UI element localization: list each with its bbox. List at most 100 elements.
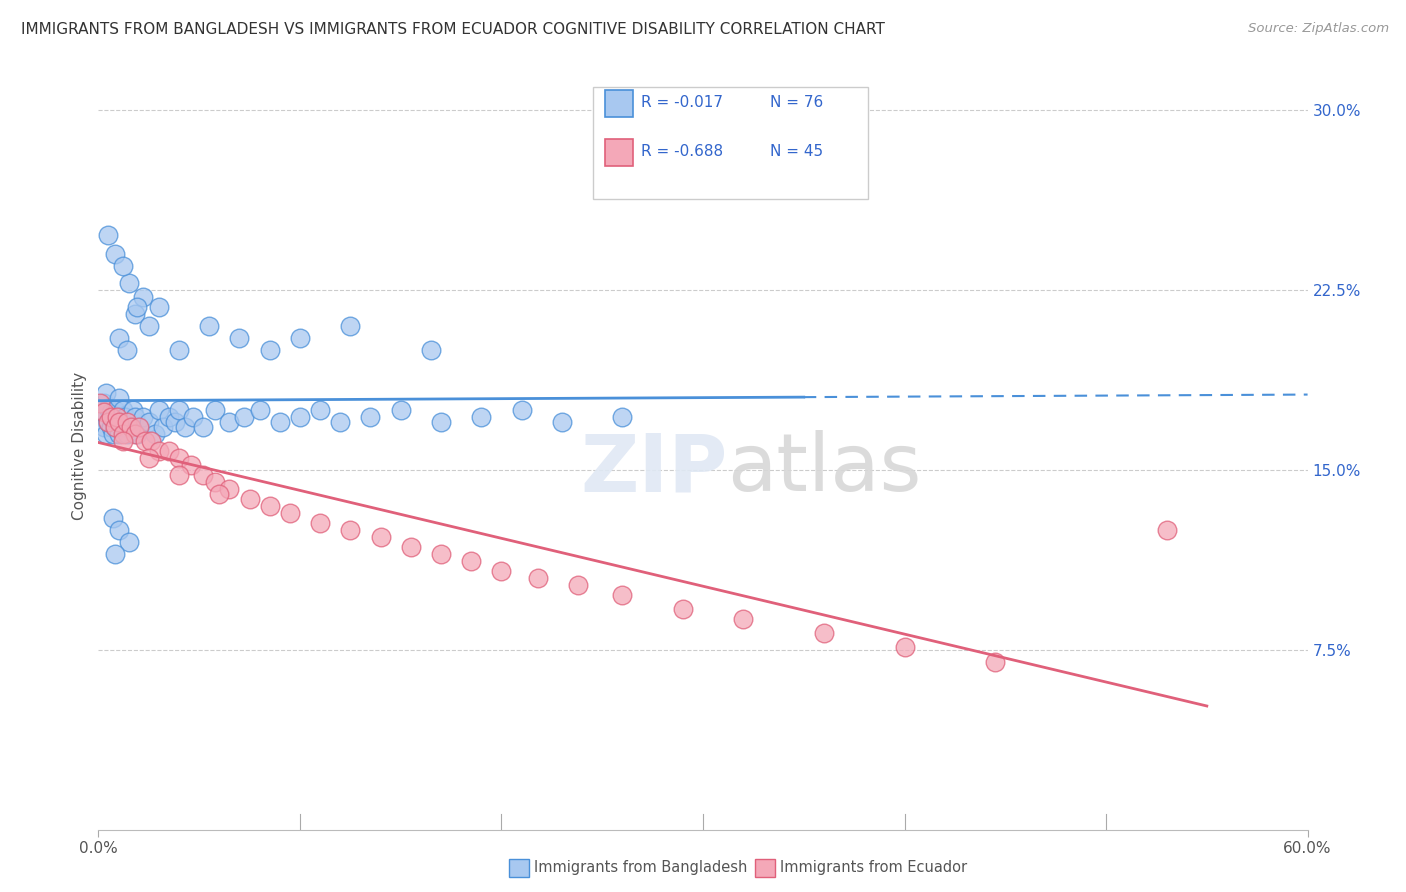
Point xyxy=(526,571,548,585)
Point xyxy=(329,415,352,429)
Point xyxy=(107,331,129,345)
Point xyxy=(97,415,120,429)
Point xyxy=(309,403,332,417)
Point xyxy=(984,655,1007,669)
Point xyxy=(163,415,186,429)
Point xyxy=(118,535,141,549)
Point xyxy=(232,410,254,425)
Point xyxy=(97,401,120,415)
Point xyxy=(100,405,122,419)
Point xyxy=(193,467,215,482)
Point xyxy=(491,564,513,578)
Point xyxy=(567,578,589,592)
Point xyxy=(120,419,142,434)
Point xyxy=(167,403,190,417)
Point xyxy=(115,427,138,442)
Point xyxy=(259,343,281,357)
Point xyxy=(157,410,180,425)
Point xyxy=(148,443,170,458)
Point xyxy=(114,410,136,425)
Point xyxy=(239,491,262,506)
Text: ZIP: ZIP xyxy=(579,430,727,508)
Point xyxy=(288,331,311,345)
Point xyxy=(107,427,129,442)
Point xyxy=(269,415,291,429)
Point xyxy=(389,403,412,417)
Point xyxy=(121,403,143,417)
Point xyxy=(733,612,755,626)
Text: Source: ZipAtlas.com: Source: ZipAtlas.com xyxy=(1249,22,1389,36)
Point xyxy=(125,427,148,442)
Point xyxy=(167,450,190,465)
Point xyxy=(103,547,125,561)
Point xyxy=(208,487,231,501)
Point xyxy=(893,640,915,655)
Point xyxy=(124,410,146,425)
Point xyxy=(107,391,129,405)
Text: atlas: atlas xyxy=(727,430,921,508)
Point xyxy=(128,419,150,434)
Point xyxy=(115,415,138,429)
Point xyxy=(204,403,226,417)
Point xyxy=(470,410,492,425)
Point xyxy=(103,419,125,434)
Point xyxy=(228,331,250,345)
Point xyxy=(105,410,128,425)
Point xyxy=(339,523,361,537)
Point xyxy=(259,499,281,513)
Point xyxy=(138,415,160,429)
Point xyxy=(100,419,122,434)
Point xyxy=(152,419,174,434)
Point xyxy=(181,410,204,425)
Point xyxy=(111,419,134,434)
Point xyxy=(672,602,695,616)
Point xyxy=(124,427,146,442)
Point xyxy=(97,415,120,429)
Point xyxy=(124,307,146,321)
Point xyxy=(399,540,422,554)
Point xyxy=(204,475,226,489)
Point xyxy=(288,410,311,425)
Text: Immigrants from Bangladesh: Immigrants from Bangladesh xyxy=(534,861,748,875)
Y-axis label: Cognitive Disability: Cognitive Disability xyxy=(72,372,87,520)
Point xyxy=(1156,523,1178,537)
Point xyxy=(118,276,141,290)
Point xyxy=(107,523,129,537)
Point xyxy=(134,434,156,449)
Point xyxy=(93,419,115,434)
Point xyxy=(167,343,190,357)
Point xyxy=(101,412,124,426)
Point xyxy=(612,588,634,602)
Point xyxy=(360,410,382,425)
Point xyxy=(551,415,574,429)
Point xyxy=(111,259,134,273)
Point xyxy=(110,415,132,429)
Point xyxy=(103,403,125,417)
Point xyxy=(111,427,134,442)
Point xyxy=(100,410,122,425)
Point xyxy=(101,511,124,525)
Point xyxy=(93,396,115,410)
Point xyxy=(132,410,155,425)
Point xyxy=(125,300,148,314)
Point xyxy=(309,516,332,530)
Point xyxy=(813,626,835,640)
Point xyxy=(157,443,180,458)
Point xyxy=(111,403,134,417)
Point xyxy=(460,554,482,568)
Point xyxy=(370,530,392,544)
Point xyxy=(96,427,118,442)
Text: R = -0.017: R = -0.017 xyxy=(641,95,723,110)
Point xyxy=(339,319,361,334)
Point xyxy=(148,300,170,314)
Point xyxy=(118,415,141,429)
Point xyxy=(167,467,190,482)
Point xyxy=(510,403,533,417)
Point xyxy=(89,403,111,417)
Point xyxy=(115,343,138,357)
Point xyxy=(96,386,118,401)
Point xyxy=(101,427,124,442)
Point xyxy=(89,396,111,410)
Point xyxy=(105,410,128,425)
Point xyxy=(430,415,453,429)
